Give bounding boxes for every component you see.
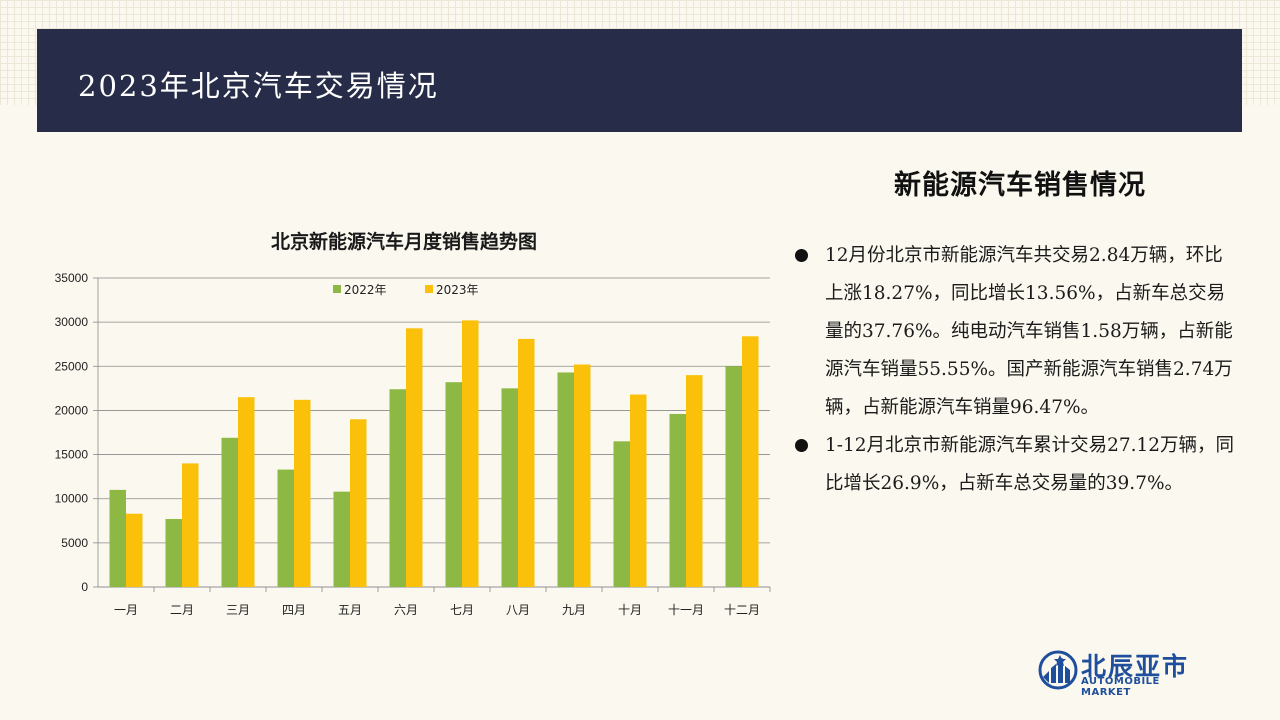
bar-2023: [686, 375, 703, 587]
bar-2022: [389, 389, 406, 587]
company-logo: 北辰亚市 AUTOMOBILE MARKET: [1037, 647, 1212, 698]
bar-2022: [165, 519, 182, 587]
bar-2022: [557, 372, 574, 587]
bar-2023: [182, 463, 199, 587]
x-tick-label: 八月: [506, 603, 530, 617]
bar-2023: [406, 328, 423, 587]
y-tick-label: 10000: [55, 492, 89, 506]
bar-2023: [518, 338, 535, 587]
header-bar: 2023年北京汽车交易情况: [37, 29, 1242, 132]
legend-label: 2023年: [436, 283, 479, 297]
y-tick-label: 5000: [61, 536, 88, 550]
x-tick-label: 三月: [226, 603, 250, 617]
y-tick-label: 0: [81, 580, 88, 594]
bar-2022: [501, 388, 518, 587]
x-tick-label: 十一月: [668, 603, 704, 617]
bullet-text: 1-12月北京市新能源汽车累计交易27.12万辆，同比增长26.9%，占新车总交…: [825, 435, 1235, 494]
bullet-item: 12月份北京市新能源汽车共交易2.84万辆，环比上涨18.27%，同比增长13.…: [795, 237, 1235, 427]
bullet-list: 12月份北京市新能源汽车共交易2.84万辆，环比上涨18.27%，同比增长13.…: [795, 237, 1235, 503]
bar-2022: [333, 491, 350, 587]
y-tick-label: 15000: [55, 448, 89, 462]
bar-2022: [613, 441, 630, 587]
bar-2022: [277, 469, 294, 587]
y-tick-label: 20000: [55, 403, 89, 417]
y-tick-label: 35000: [55, 271, 89, 285]
bar-2022: [221, 437, 238, 587]
bar-2023: [630, 394, 647, 587]
x-tick-label: 一月: [114, 603, 138, 617]
x-tick-label: 四月: [282, 603, 306, 617]
x-tick-label: 九月: [562, 603, 586, 617]
bullet-dot-icon: [795, 249, 808, 262]
y-tick-label: 25000: [55, 359, 89, 373]
bullet-text: 12月份北京市新能源汽车共交易2.84万辆，环比上涨18.27%，同比增长13.…: [825, 245, 1233, 418]
legend-swatch: [333, 285, 341, 293]
bar-chart: 北京新能源汽车月度销售趋势图 0 5000 10000 15000 20000 25000 3…: [55, 230, 771, 617]
page-title: 2023年北京汽车交易情况: [78, 69, 439, 103]
bar-2023: [126, 513, 143, 587]
bar-2023: [238, 397, 255, 587]
bar-2022: [725, 366, 742, 587]
bar-2022: [669, 413, 686, 587]
bullet-item: 1-12月北京市新能源汽车累计交易27.12万辆，同比增长26.9%，占新车总交…: [795, 427, 1235, 503]
logo-name: 北辰亚市: [1081, 652, 1190, 681]
x-tick-label: 七月: [450, 603, 474, 617]
logo-subtitle: AUTOMOBILE MARKET: [1081, 676, 1160, 698]
bar-2023: [742, 336, 759, 587]
x-tick-label: 十月: [618, 603, 642, 617]
bar-2023: [462, 320, 479, 587]
legend-label: 2022年: [344, 283, 387, 297]
bar-2022: [109, 489, 126, 587]
x-tick-label: 六月: [394, 603, 418, 617]
x-tick-label: 五月: [338, 603, 362, 617]
legend-swatch: [425, 285, 433, 293]
globe-logo-icon: [1038, 650, 1078, 690]
x-tick-label: 十二月: [724, 603, 760, 617]
bar-2023: [294, 399, 311, 587]
y-tick-label: 30000: [55, 315, 89, 329]
side-title: 新能源汽车销售情况: [894, 170, 1146, 201]
x-tick-label: 二月: [170, 603, 194, 617]
bar-2022: [445, 382, 462, 587]
bar-2023: [574, 364, 591, 587]
chart-title: 北京新能源汽车月度销售趋势图: [271, 230, 537, 253]
bar-2023: [350, 419, 367, 587]
bullet-dot-icon: [795, 439, 808, 452]
